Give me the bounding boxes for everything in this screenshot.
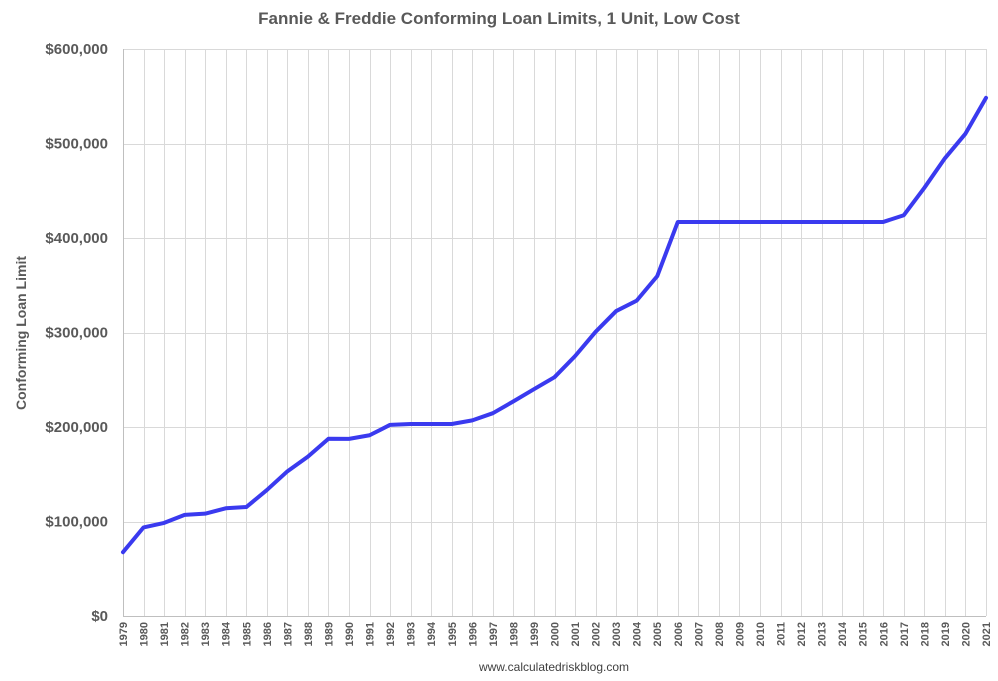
x-tick-label: 2018 [919,622,931,646]
x-tick-label: 1982 [180,622,192,646]
y-tick-label: $0 [91,608,108,625]
x-tick-label: 1980 [139,622,151,646]
x-tick-label: 1993 [406,622,418,646]
axes [123,49,986,617]
x-tick-label: 2017 [899,622,911,646]
x-tick-label: 2015 [858,622,870,646]
x-tick-label: 1999 [529,622,541,646]
x-tick-label: 1997 [488,622,500,646]
x-tick-label: 2011 [776,622,788,646]
x-axis-ticks: 1979 1980 1981 1982 1983 1984 1985 1986 1987 1988… [118,621,993,646]
y-tick-label: $100,000 [45,514,108,531]
x-tick-label: 2021 [981,622,993,646]
x-tick-label: 1981 [159,622,171,646]
x-tick-label: 1991 [365,622,377,646]
x-tick-label: 2013 [817,622,829,646]
x-tick-label: 2000 [550,622,562,646]
y-tick-label: $300,000 [45,325,108,342]
x-tick-label: 2004 [632,621,644,646]
x-tick-label: 2009 [734,622,746,646]
x-tick-label: 1979 [118,622,130,646]
x-tick-label: 1983 [200,622,212,646]
y-tick-label: $400,000 [45,230,108,247]
x-tick-label: 2014 [837,621,849,646]
chart-title: Fannie & Freddie Conforming Loan Limits,… [258,9,740,28]
x-tick-label: 2002 [591,622,603,646]
x-tick-label: 2016 [878,622,890,646]
x-tick-label: 2006 [673,622,685,646]
x-tick-label: 1992 [385,622,397,646]
x-tick-label: 2008 [714,622,726,646]
x-tick-label: 1998 [508,622,520,646]
x-tick-label: 2010 [755,622,767,646]
x-tick-label: 1995 [447,622,459,646]
x-tick-label: 1996 [467,622,479,646]
y-axis-ticks: $0 $100,000 $200,000 $300,000 $400,000 $500,0… [45,41,108,625]
series-line [121,95,988,555]
x-tick-label: 2019 [940,622,952,646]
x-tick-label: 2003 [611,622,623,646]
y-tick-label: $200,000 [45,419,108,436]
x-tick-label: 1990 [344,622,356,646]
y-tick-label: $600,000 [45,41,108,58]
y-axis-title: Conforming Loan Limit [13,256,29,410]
x-tick-label: 1994 [426,621,438,646]
y-tick-label: $500,000 [45,136,108,153]
source-note: www.calculatedriskblog.com [478,660,629,674]
x-tick-label: 1988 [303,622,315,646]
series-layer [121,95,988,555]
x-tick-label: 2005 [652,622,664,646]
x-tick-label: 1986 [262,622,274,646]
x-tick-label: 1987 [282,622,294,646]
x-tick-label: 1984 [221,621,233,646]
gridlines [123,49,987,616]
x-tick-label: 2001 [570,622,582,646]
x-tick-label: 2012 [796,622,808,646]
x-tick-label: 2020 [960,622,972,646]
x-tick-label: 2007 [693,622,705,646]
x-tick-label: 1985 [241,622,253,646]
x-tick-label: 1989 [323,622,335,646]
